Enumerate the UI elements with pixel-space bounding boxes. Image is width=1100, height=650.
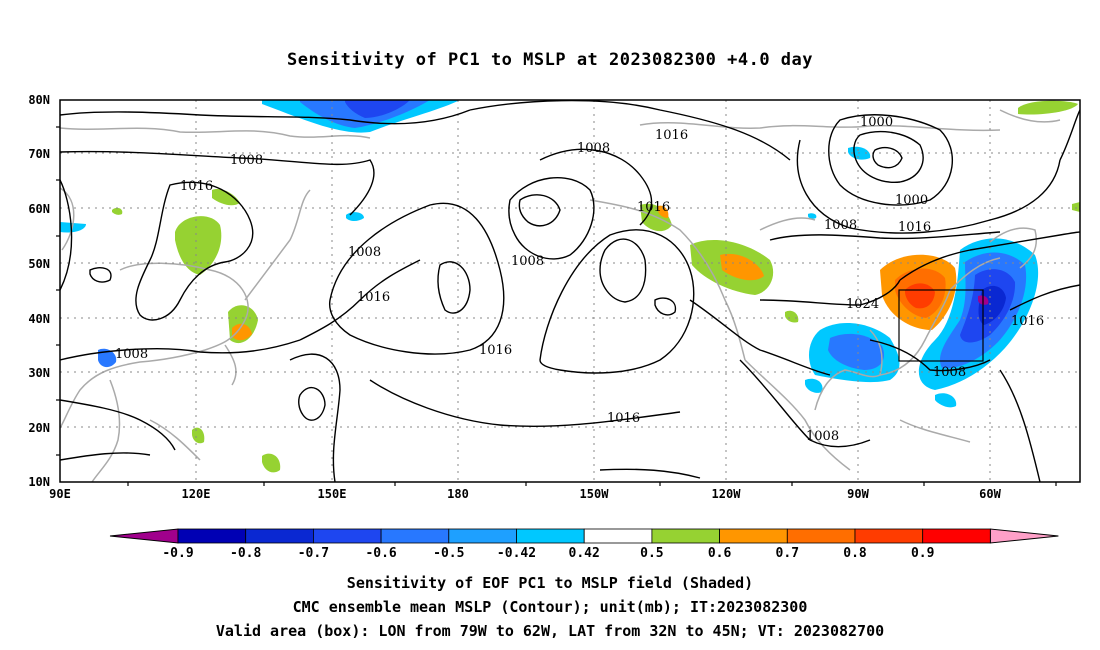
contour-label: 1016 [180, 179, 213, 194]
contour-label: 1016 [637, 200, 670, 215]
caption-line-1: Sensitivity of EOF PC1 to MSLP field (Sh… [346, 574, 754, 592]
colorbar-cell [583, 528, 653, 544]
lat-tick-label: 80N [28, 93, 50, 107]
contour-label: 1008 [577, 141, 610, 156]
contour-label: 1008 [511, 254, 544, 269]
colorbar-cell [516, 528, 585, 544]
contour-label: 1000 [860, 115, 893, 130]
colorbar: -0.9 -0.8 -0.7 -0.6 -0.5 -0.42 0.42 0.5 0.6 0.7 0.… [109, 528, 1059, 561]
coastlines [60, 109, 1061, 482]
lat-tick-label: 50N [28, 257, 50, 271]
colorbar-tick-label: -0.42 [497, 546, 536, 561]
colorbar-cell [854, 528, 924, 544]
colorbar-tick-label: -0.6 [365, 546, 396, 561]
colorbar-tick-label: 0.7 [776, 546, 799, 561]
valid-area-box [898, 289, 984, 362]
lat-tick-label: 20N [28, 421, 50, 435]
shade-green-north-america [1018, 100, 1078, 115]
lon-tick-label: 180 [447, 487, 469, 501]
contour-label: 1024 [846, 297, 879, 312]
colorbar-arrow-left [109, 528, 179, 544]
contour-label: 1008 [824, 218, 857, 233]
colorbar-cell [312, 528, 382, 544]
chart-title: Sensitivity of PC1 to MSLP at 2023082300… [286, 50, 813, 70]
colorbar-cell [177, 528, 247, 544]
contour-label: 1008 [230, 153, 263, 168]
contour-label: 1016 [479, 343, 512, 358]
lon-tick-label: 120W [712, 487, 742, 501]
colorbar-arrow-right [989, 528, 1059, 544]
lon-tick-label: 120E [182, 487, 211, 501]
lon-tick-label: 90E [49, 487, 71, 501]
contour-label: 1008 [933, 365, 966, 380]
colorbar-cell [651, 528, 721, 544]
colorbar-tick-label: -0.5 [433, 546, 464, 561]
colorbar-tick-label: 0.42 [569, 546, 600, 561]
lon-axis: 90E 120E 150E 180 150W 120W 90W 60W [49, 482, 1057, 501]
caption-line-3: Valid area (box): LON from 79W to 62W, L… [215, 622, 885, 640]
lon-tick-label: 150E [318, 487, 347, 501]
contour-label: 1016 [607, 411, 640, 426]
colorbar-cell [380, 528, 450, 544]
contour-label: 1008 [115, 347, 148, 362]
colorbar-tick-label: 0.6 [708, 546, 732, 561]
contour-label: 1008 [348, 245, 381, 260]
caption-line-2: CMC ensemble mean MSLP (Contour); unit(m… [292, 598, 808, 616]
lat-tick-label: 40N [28, 312, 50, 326]
colorbar-tick-label: 0.9 [911, 546, 934, 561]
colorbar-tick-label: -0.7 [298, 546, 329, 561]
colorbar-cells [109, 528, 1059, 544]
contour-labels: 1000 1000 1008 1008 1008 1008 1008 1008 … [115, 115, 1044, 444]
lat-axis: 80N 70N 60N 50N 40N 30N 20N 10N [28, 93, 60, 489]
colorbar-cell [786, 528, 856, 544]
lon-tick-label: 150W [580, 487, 610, 501]
colorbar-tick-label: -0.8 [230, 546, 261, 561]
colorbar-labels: -0.9 -0.8 -0.7 -0.6 -0.5 -0.42 0.42 0.5 0.6 0.7 0.… [162, 546, 934, 561]
lat-tick-label: 60N [28, 202, 50, 216]
colorbar-cell [719, 528, 788, 544]
shade-green-asia [175, 216, 222, 275]
colorbar-cell [245, 528, 314, 544]
contour-label: 1016 [357, 290, 390, 305]
colorbar-cell [448, 528, 517, 544]
lon-tick-label: 90W [847, 487, 869, 501]
lon-tick-label: 60W [979, 487, 1001, 501]
lat-tick-label: 70N [28, 147, 50, 161]
colorbar-cell [922, 528, 991, 544]
lat-tick-label: 30N [28, 366, 50, 380]
contour-label: 1000 [895, 193, 928, 208]
contour-label: 1016 [655, 128, 688, 143]
contour-label: 1016 [898, 220, 931, 235]
colorbar-tick-label: 0.5 [640, 546, 663, 561]
map-plot-area: 1000 1000 1008 1008 1008 1008 1008 1008 … [60, 100, 1080, 482]
contour-label: 1008 [806, 429, 839, 444]
map-frame [59, 99, 1081, 483]
colorbar-tick-label: -0.9 [162, 546, 193, 561]
lat-tick-label: 10N [28, 475, 50, 489]
colorbar-tick-label: 0.8 [843, 546, 867, 561]
mslp-contours [60, 100, 1080, 482]
contour-label: 1016 [1011, 314, 1044, 329]
